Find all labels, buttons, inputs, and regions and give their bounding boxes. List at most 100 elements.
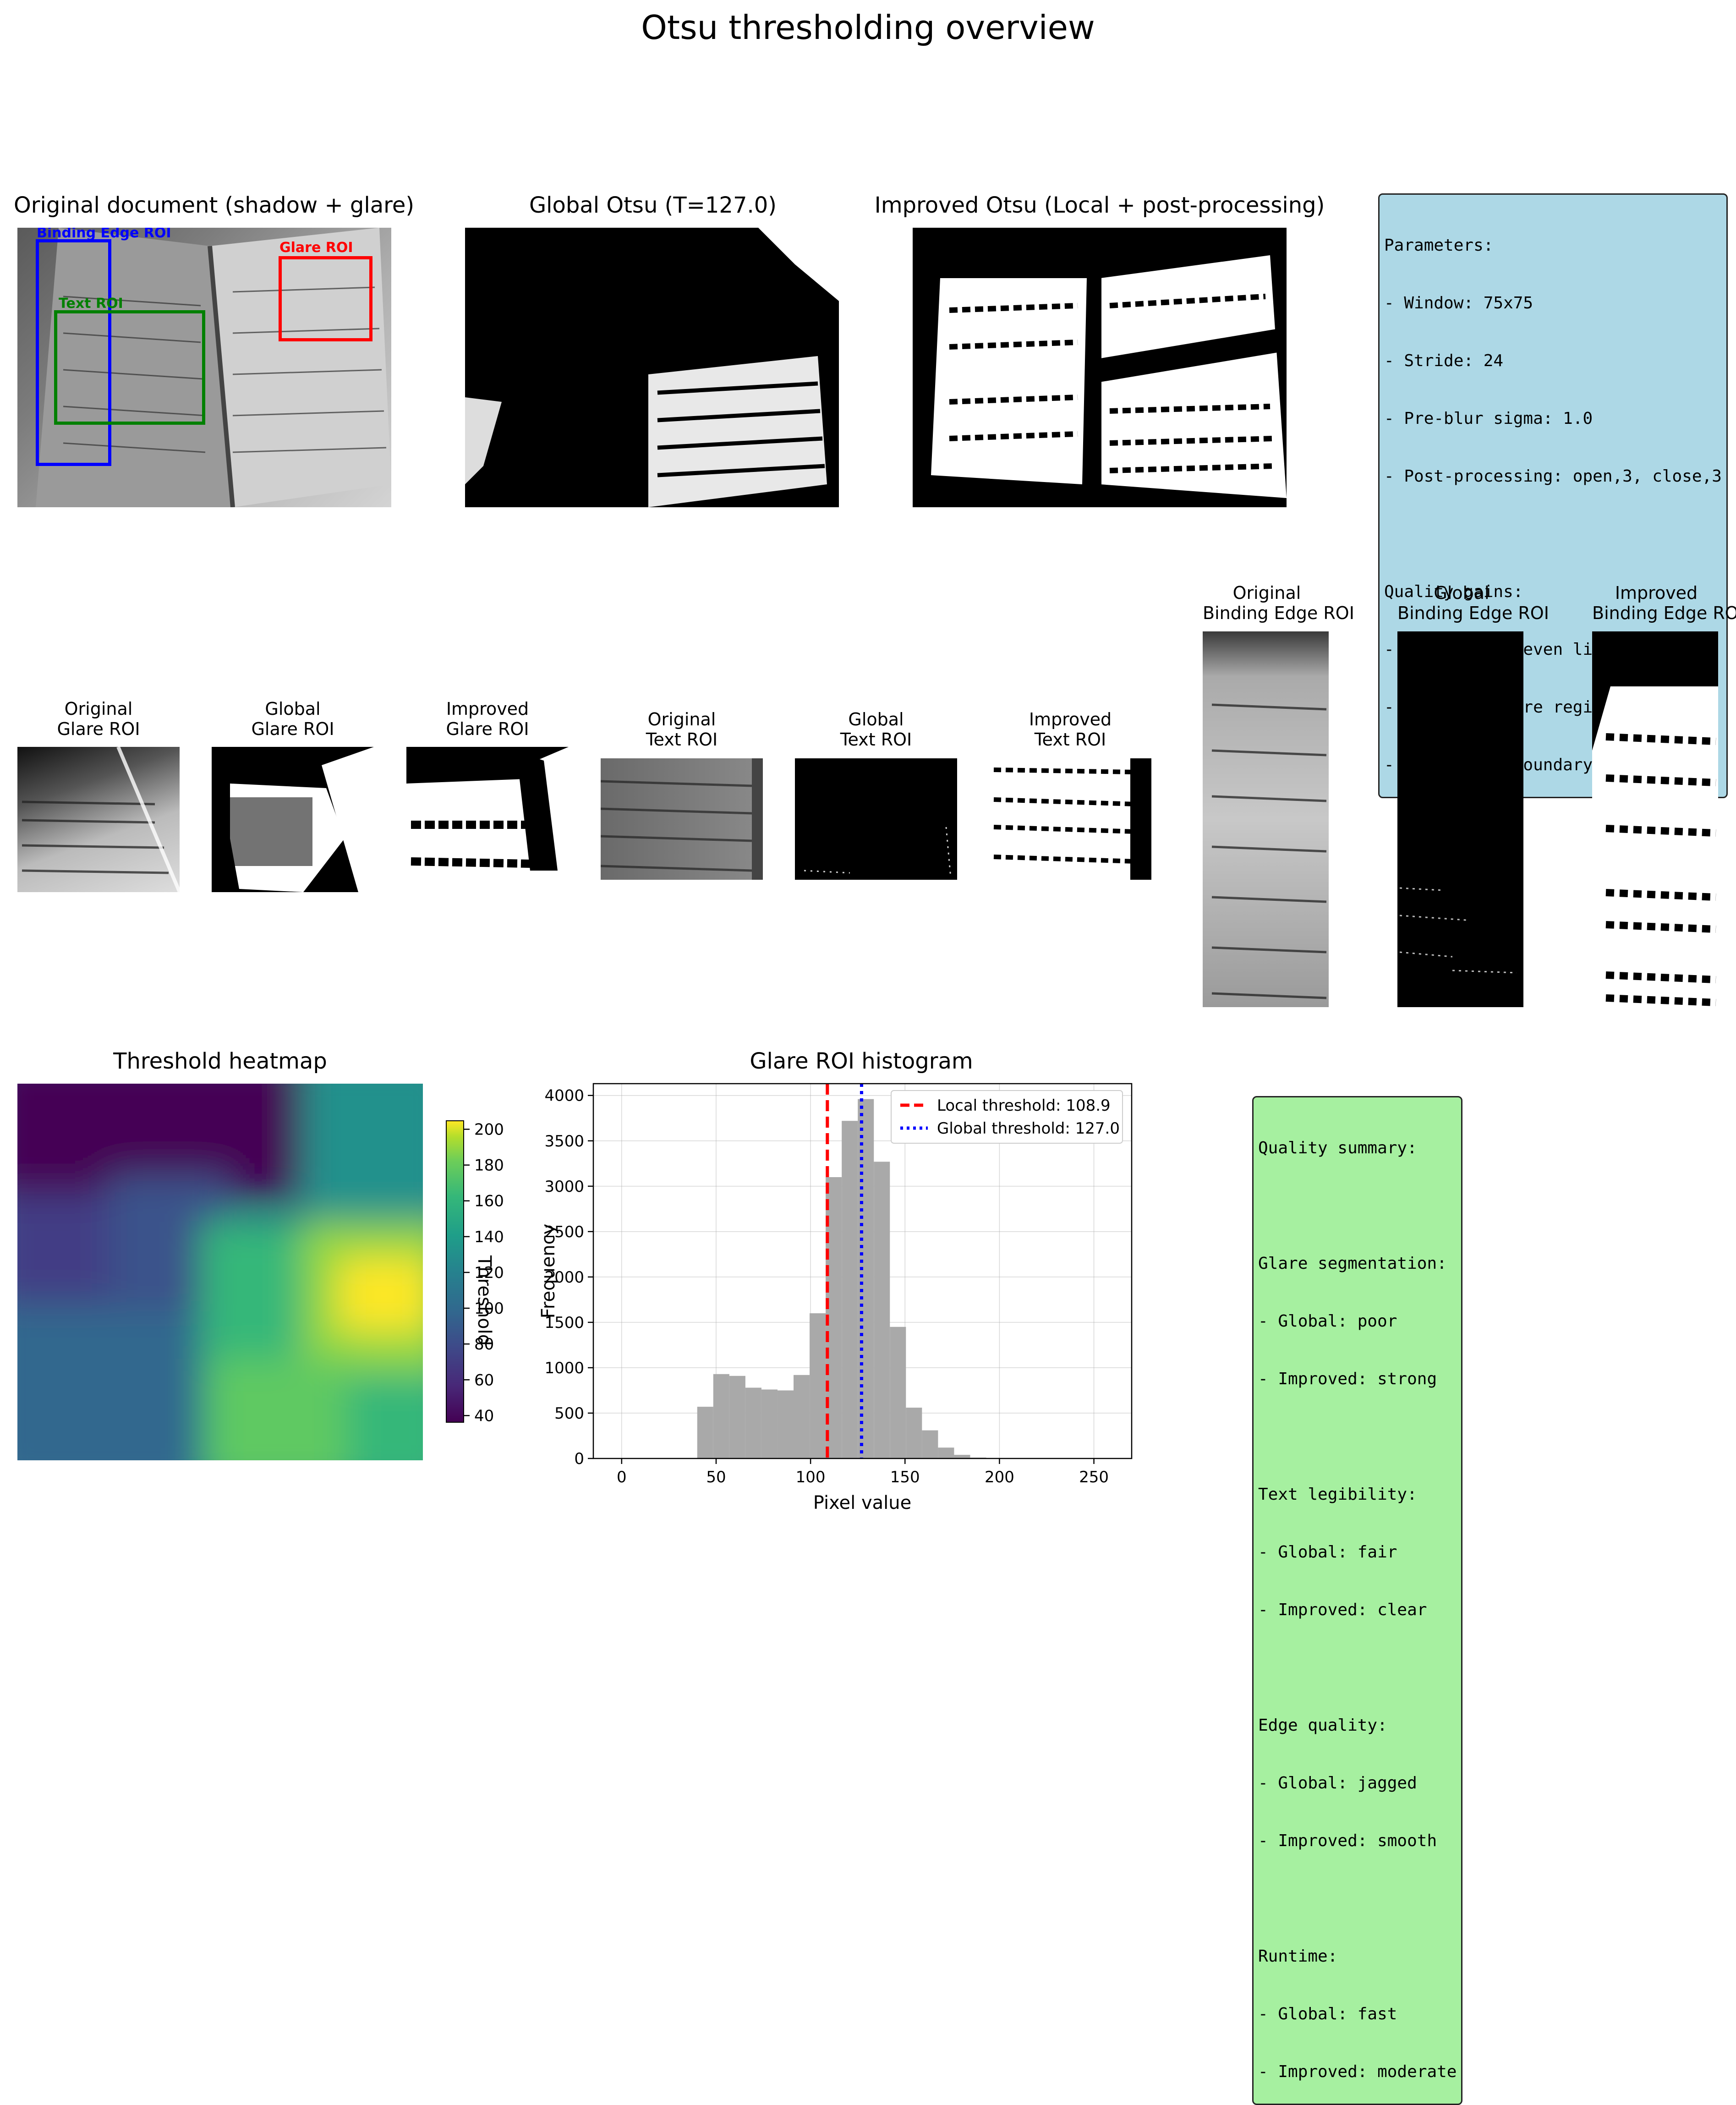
- improved-glare-roi-graphic: [406, 747, 569, 892]
- histogram-y-tick-label: 3500: [544, 1132, 584, 1151]
- parameters-line: - Post-processing: open,3, close,3: [1384, 467, 1722, 486]
- improved-binding-edge-roi-image: [1592, 631, 1718, 1007]
- global-otsu-image: [465, 228, 839, 507]
- summary-line: - Global: fair: [1258, 1543, 1397, 1562]
- histogram-y-tick-label: 500: [554, 1404, 584, 1423]
- histogram-bar: [858, 1099, 874, 1458]
- histogram-bar: [713, 1374, 729, 1458]
- colorbar-tick-label: 100: [474, 1299, 504, 1318]
- colorbar-tick-label: 180: [474, 1157, 504, 1175]
- roi-panel-title-line1: Global: [848, 709, 904, 729]
- heatmap-title: Threshold heatmap: [113, 1048, 327, 1074]
- histogram-y-tick-label: 2500: [544, 1223, 584, 1241]
- summary-line: - Improved: strong: [1258, 1370, 1437, 1388]
- original-glare-roi-image: [17, 747, 180, 892]
- parameters-line: - Pre-blur sigma: 1.0: [1384, 409, 1593, 428]
- legend-box: [891, 1090, 1123, 1144]
- roi-panel-title: Original Glare ROI: [17, 699, 180, 739]
- summary-line: - Global: jagged: [1258, 1774, 1417, 1793]
- histogram-chart: 0 50 100 150 200 250 0 500 1000 1500 2000 2500 3000…: [538, 1083, 1133, 1513]
- histogram-x-tick-label: 250: [1079, 1468, 1109, 1486]
- roi-panel-title: Improved Glare ROI: [406, 699, 569, 739]
- glare-roi-label: Glare ROI: [279, 240, 353, 256]
- roi-panel-title-line1: Global: [265, 699, 321, 719]
- binding-edge-roi-box: [36, 239, 111, 466]
- original-document-graphic: [36, 228, 391, 507]
- improved-otsu-graphic: [931, 255, 1287, 507]
- improved-glare-roi-image: [406, 747, 569, 892]
- roi-panel-title: Global Glare ROI: [212, 699, 374, 739]
- original-glare-roi-graphic: [22, 747, 180, 892]
- histogram-bar: [810, 1313, 826, 1458]
- summary-line: [1258, 1427, 1457, 1447]
- summary-line: [1258, 1658, 1457, 1677]
- histogram-y-tick-label: 1000: [544, 1359, 584, 1377]
- original-binding-edge-roi-graphic: [1211, 703, 1327, 999]
- summary-line: [1258, 1889, 1457, 1908]
- roi-panel-title: Original Text ROI: [601, 709, 763, 750]
- global-binding-edge-roi-image: [1397, 631, 1523, 1007]
- histogram-bar: [777, 1390, 794, 1458]
- summary-line: - Global: fast: [1258, 2005, 1397, 2023]
- histogram-bar: [906, 1408, 922, 1458]
- summary-line: Text legibility:: [1258, 1485, 1417, 1504]
- summary-line: Edge quality:: [1258, 1716, 1387, 1735]
- global-glare-roi-image: [212, 747, 374, 892]
- histogram-title: Glare ROI histogram: [750, 1048, 973, 1074]
- global-text-roi-graphic: [804, 827, 952, 878]
- histogram-bar: [922, 1430, 938, 1458]
- colorbar-axis: 40 60 80 100 120 140 160 180 200: [464, 1121, 504, 1425]
- colorbar-tick-label: 200: [474, 1121, 504, 1139]
- histogram-bar: [794, 1375, 810, 1458]
- histogram-y-tick-label: 1500: [544, 1314, 584, 1332]
- roi-panel-title: Improved Binding Edge ROI: [1592, 583, 1736, 623]
- roi-panel-title-line1: Global: [1434, 583, 1490, 603]
- quality-summary-box: Quality summary: Glare segmentation: - G…: [1252, 1096, 1463, 2105]
- glare-roi-box: [279, 256, 372, 341]
- summary-line: [1258, 1196, 1457, 1216]
- histogram-x-label: Pixel value: [813, 1492, 912, 1513]
- roi-panel-title-line2: Text ROI: [646, 729, 718, 750]
- histogram-y-tick-label: 4000: [544, 1087, 584, 1105]
- histogram-bar: [745, 1387, 761, 1458]
- summary-line: Glare segmentation:: [1258, 1254, 1447, 1273]
- histogram-frame: [592, 1083, 1133, 1459]
- global-otsu-graphic: [465, 228, 839, 507]
- improved-text-roi-image: [989, 758, 1151, 880]
- binding-edge-roi-label: Binding Edge ROI: [37, 228, 171, 241]
- summary-line: - Improved: moderate: [1258, 2062, 1457, 2081]
- original-binding-edge-roi-image: [1203, 631, 1329, 1007]
- roi-panel-title-line2: Binding Edge ROI: [1397, 603, 1549, 623]
- roi-panel-title-line1: Original: [1232, 583, 1301, 603]
- histogram-bar: [842, 1121, 858, 1458]
- improved-text-roi-graphic: [993, 758, 1151, 880]
- roi-panel-title-line2: Text ROI: [840, 729, 912, 750]
- histogram-bar: [890, 1327, 906, 1458]
- colorbar-tick-label: 60: [474, 1371, 494, 1389]
- histogram-bar: [954, 1455, 970, 1458]
- histogram-y-label: Frequency: [538, 1224, 559, 1319]
- original-text-roi-graphic: [601, 758, 763, 880]
- parameters-line: Quality gains:: [1384, 582, 1523, 601]
- histogram-bar: [938, 1447, 954, 1458]
- roi-panel-title-line2: Glare ROI: [446, 719, 529, 739]
- histogram-x-tick-label: 0: [617, 1468, 627, 1486]
- histogram-x-tick-label: 200: [985, 1468, 1014, 1486]
- histogram-bar: [761, 1389, 778, 1458]
- histogram-y-tick-label: 2000: [544, 1268, 584, 1287]
- histogram-legend: Local threshold: 108.9 Global threshold:…: [891, 1090, 1123, 1144]
- original-panel-title: Original document (shadow + glare): [14, 192, 415, 218]
- histogram-y-tick-label: 0: [574, 1450, 584, 1468]
- roi-panel-title: Global Text ROI: [795, 709, 957, 750]
- text-roi-box: [54, 310, 205, 425]
- roi-panel-title-line2: Text ROI: [1034, 729, 1106, 750]
- roi-panel-title-line1: Original: [647, 709, 716, 729]
- improved-binding-edge-roi-graphic: [1592, 631, 1718, 1006]
- roi-panel-title: Improved Text ROI: [989, 709, 1151, 750]
- histogram-x-tick-label: 50: [706, 1468, 726, 1486]
- parameters-line: Parameters:: [1384, 236, 1494, 255]
- roi-panel-title-line2: Binding Edge ROI: [1203, 603, 1354, 623]
- global-glare-roi-graphic: [230, 747, 374, 892]
- legend-local-label: Local threshold: 108.9: [937, 1096, 1111, 1115]
- original-document-image: Binding Edge ROI Glare ROI Text ROI: [17, 228, 391, 507]
